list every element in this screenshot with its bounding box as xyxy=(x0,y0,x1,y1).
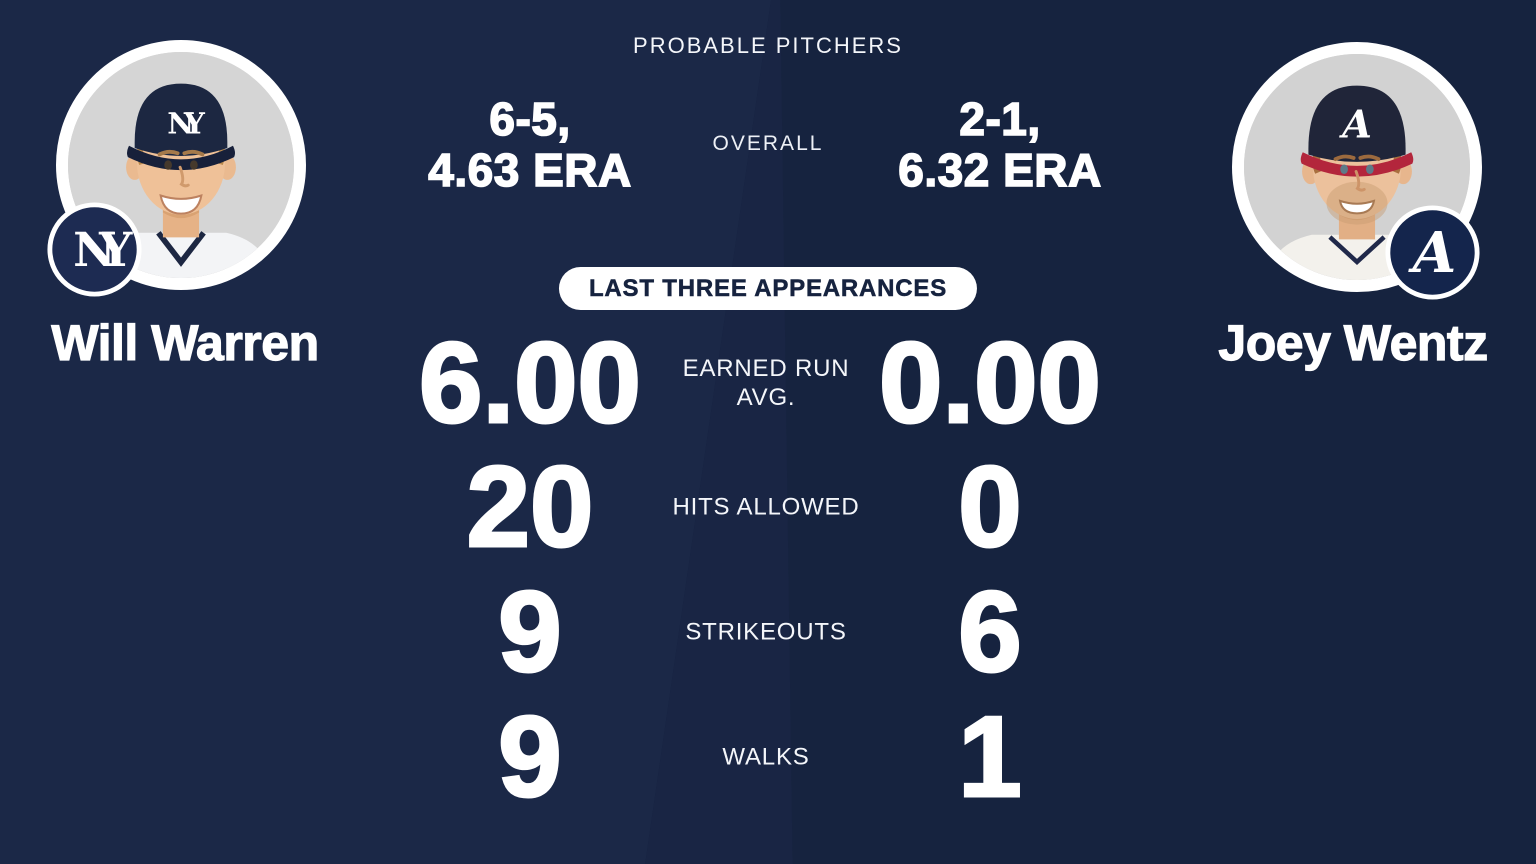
last-three-appearances-badge: LAST THREE APPEARANCES xyxy=(558,267,978,310)
right-record-era: 6.32 ERA xyxy=(897,143,1102,196)
right-hits-value: 0 xyxy=(957,444,1023,571)
strikeouts-label-line1: STRIKEOUTS xyxy=(685,618,847,646)
left-record-era: 4.63 ERA xyxy=(427,143,632,196)
braves-cap-logo-icon: A xyxy=(1339,103,1372,148)
braves-monogram: A xyxy=(1408,220,1457,286)
right-walks-value: 1 xyxy=(957,694,1023,821)
left-record-wins-losses: 6-5, xyxy=(489,93,571,145)
left-strikeouts-value: 9 xyxy=(497,569,563,696)
right-strikeouts-value: 6 xyxy=(957,569,1023,696)
braves-logo-badge: A xyxy=(1384,204,1481,301)
hits-allowed-label-line1: HITS ALLOWED xyxy=(672,493,860,521)
stat-row-era: 6.00 EARNED RUN AVG. 0.00 xyxy=(0,319,1536,449)
right-pitcher-name: Joey Wentz xyxy=(1218,314,1489,371)
left-walks-value: 9 xyxy=(497,694,563,821)
right-era-value: 0.00 xyxy=(878,320,1103,447)
walks-label-line1: WALKS xyxy=(722,743,810,771)
strikeouts-label: STRIKEOUTS xyxy=(591,619,941,648)
era-label-line1: EARNED RUN xyxy=(682,355,850,383)
braves-logo-icon: A xyxy=(1385,205,1480,300)
overall-label: OVERALL xyxy=(712,132,824,155)
right-pitcher-photo: A xyxy=(1232,42,1482,292)
left-era-value: 6.00 xyxy=(418,320,643,447)
yankees-logo-icon: NY xyxy=(47,202,143,297)
yankees-logo-badge: NY xyxy=(46,201,143,298)
page-title: PROBABLE PITCHERS xyxy=(633,33,903,58)
left-hits-value: 20 xyxy=(465,444,595,571)
era-label-line2: AVG. xyxy=(736,384,796,411)
era-label: EARNED RUN AVG. xyxy=(591,355,941,413)
left-overall-record: 6-5, 4.63 ERA xyxy=(370,93,690,196)
walks-label: WALKS xyxy=(591,744,941,773)
stat-row-hits-allowed: 20 HITS ALLOWED 0 xyxy=(0,443,1536,573)
hits-allowed-label: HITS ALLOWED xyxy=(591,494,941,523)
stat-row-walks: 9 WALKS 1 xyxy=(0,693,1536,823)
stat-row-strikeouts: 9 STRIKEOUTS 6 xyxy=(0,568,1536,698)
last-three-appearances-label: LAST THREE APPEARANCES xyxy=(588,274,948,302)
left-pitcher-name: Will Warren xyxy=(51,314,320,371)
right-record-wins-losses: 2-1, xyxy=(959,93,1041,145)
right-overall-record: 2-1, 6.32 ERA xyxy=(840,93,1160,196)
